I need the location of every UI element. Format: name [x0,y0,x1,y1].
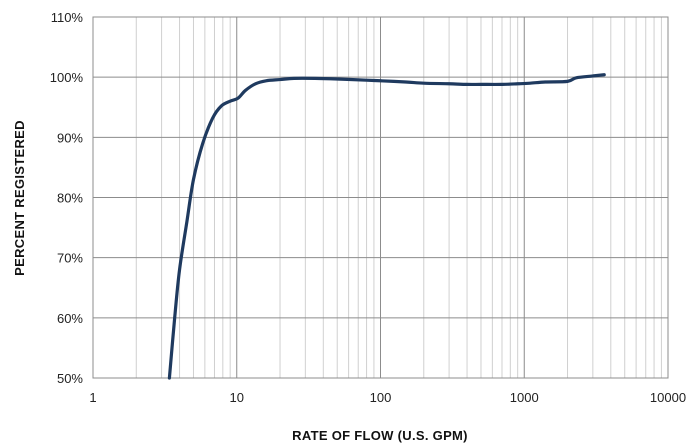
x-tick-label: 1000 [510,390,539,405]
x-tick-label: 1 [89,390,96,405]
y-tick-labels: 50% 60% 70% 80% 90% 100% 110% [50,10,84,386]
x-tick-label: 10000 [650,390,686,405]
plot-frame [92,16,669,379]
y-tick-label: 60% [57,311,83,326]
accuracy-curve-line [167,73,606,380]
x-tick-labels: 1 10 100 1000 10000 [89,390,686,405]
x-axis-title: RATE OF FLOW (U.S. GPM) [292,428,468,443]
y-tick-label: 90% [57,130,83,145]
y-tick-label: 100% [50,70,84,85]
y-tick-label: 50% [57,371,83,386]
series-layer [167,73,606,380]
y-axis-title: PERCENT REGISTERED [12,120,27,276]
y-tick-label: 80% [57,191,83,206]
x-tick-label: 100 [370,390,392,405]
y-tick-label: 110% [51,10,84,25]
x-tick-label: 10 [230,390,244,405]
y-tick-label: 70% [57,251,83,266]
